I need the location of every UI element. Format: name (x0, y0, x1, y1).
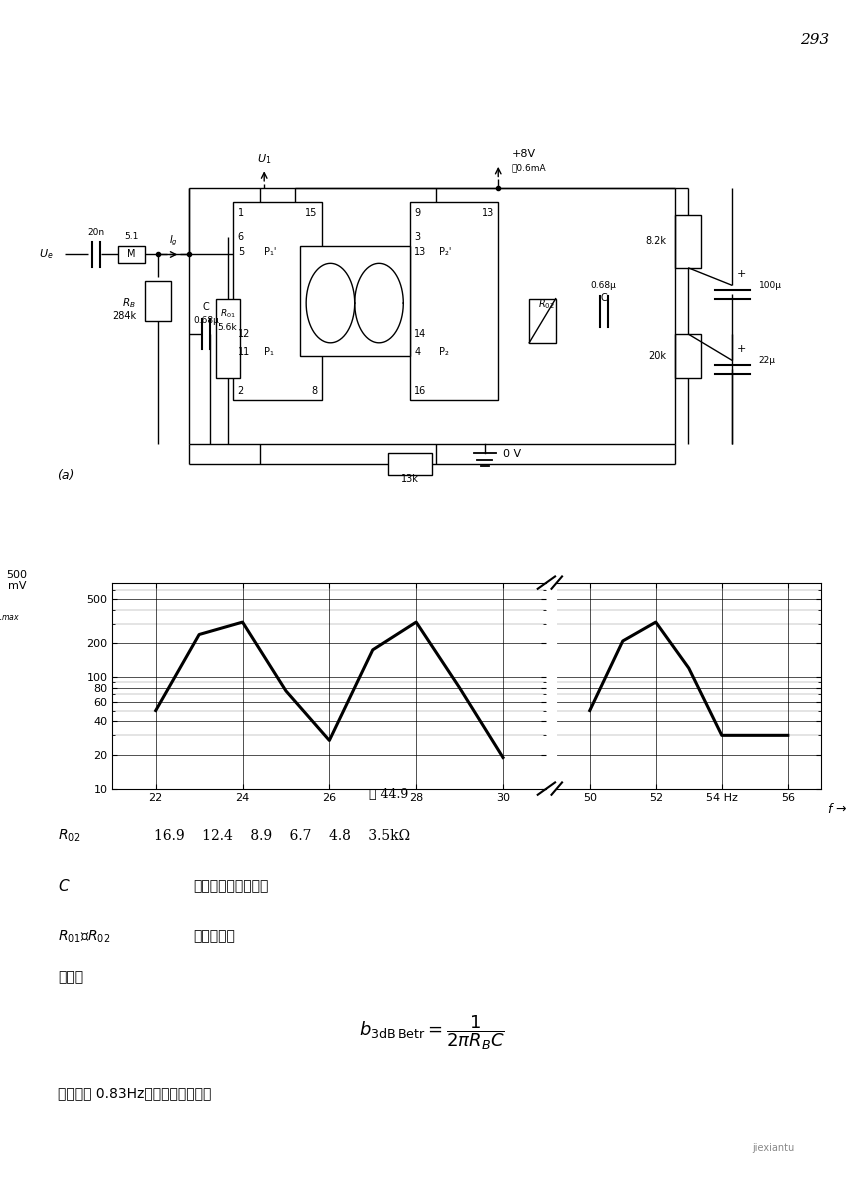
Text: jiexiantu: jiexiantu (753, 1144, 795, 1153)
Text: 500: 500 (6, 571, 28, 580)
Text: 22μ: 22μ (759, 355, 776, 365)
Text: 金属膜电阻: 金属膜电阻 (194, 930, 235, 944)
Text: M: M (128, 250, 136, 259)
Text: 284k: 284k (112, 312, 137, 321)
Bar (410, 201, 499, 400)
Text: 3: 3 (415, 232, 421, 241)
Text: 13: 13 (415, 247, 427, 258)
Text: $f$ →: $f$ → (827, 803, 848, 817)
Text: 100μ: 100μ (759, 281, 782, 290)
Text: 5.6k: 5.6k (218, 322, 238, 332)
Text: $C$: $C$ (59, 878, 71, 895)
Text: 8: 8 (311, 386, 317, 397)
Bar (675, 214, 702, 267)
Text: 2: 2 (238, 386, 244, 397)
Bar (145, 281, 171, 321)
Bar (118, 246, 145, 264)
Text: C: C (600, 293, 607, 302)
Text: $I_g$: $I_g$ (169, 234, 178, 248)
Text: $R_{02}$: $R_{02}$ (538, 298, 556, 311)
Text: 9: 9 (415, 207, 421, 218)
Text: 4: 4 (415, 347, 421, 357)
Text: 1: 1 (238, 207, 244, 218)
Text: 5: 5 (238, 247, 244, 258)
Text: $R_B$: $R_B$ (123, 297, 137, 310)
Text: 11: 11 (238, 347, 250, 357)
Text: $R_{01}$: $R_{01}$ (219, 307, 235, 320)
Text: +: + (737, 345, 746, 354)
Text: 20k: 20k (648, 351, 666, 361)
Text: 12: 12 (238, 330, 250, 339)
Text: 金属化塑料薄膜电容: 金属化塑料薄膜电容 (194, 879, 269, 893)
Text: 13: 13 (481, 207, 494, 218)
Bar (529, 299, 556, 343)
Text: 8.2k: 8.2k (645, 237, 666, 246)
Text: 6: 6 (238, 232, 244, 241)
Text: +8V: +8V (511, 149, 536, 159)
Text: 293: 293 (800, 33, 829, 47)
Bar (675, 334, 702, 378)
Text: 13k: 13k (401, 474, 419, 484)
Text: 0.68μ: 0.68μ (194, 315, 219, 325)
Bar (300, 246, 410, 357)
Text: 图 44.9: 图 44.9 (369, 787, 409, 802)
Text: 0 V: 0 V (503, 448, 521, 459)
Text: P₂': P₂' (439, 247, 451, 258)
Text: 5.1: 5.1 (124, 232, 139, 241)
Text: P₂: P₂ (439, 347, 448, 357)
Text: $U_e$: $U_e$ (39, 247, 54, 261)
Text: $U_1$: $U_1$ (257, 152, 271, 166)
Text: 14: 14 (415, 330, 427, 339)
Text: (a): (a) (57, 468, 74, 481)
Bar (233, 201, 321, 400)
Text: $R_{01}$、$R_{02}$: $R_{01}$、$R_{02}$ (59, 929, 111, 945)
Text: $U_{1max}$: $U_{1max}$ (0, 610, 20, 624)
Text: 20n: 20n (87, 227, 104, 237)
Bar (216, 299, 240, 378)
Text: 约0.6mA: 约0.6mA (511, 164, 546, 173)
Text: 其值约为 0.83Hz，与电阻值无关。: 其值约为 0.83Hz，与电阻值无关。 (59, 1086, 212, 1100)
Text: 16: 16 (415, 386, 427, 397)
Text: P₁: P₁ (264, 347, 274, 357)
Text: 0.68μ: 0.68μ (591, 280, 617, 290)
Bar (388, 453, 432, 476)
Text: P₁': P₁' (264, 247, 276, 258)
Text: +: + (737, 270, 746, 279)
Text: $b_{3\mathrm{dB\,Betr}}=\dfrac{1}{2\pi R_B C}$: $b_{3\mathrm{dB\,Betr}}=\dfrac{1}{2\pi R… (359, 1013, 505, 1052)
Text: C: C (203, 301, 210, 312)
Text: $R_{02}$: $R_{02}$ (59, 827, 81, 844)
Text: mV: mV (8, 580, 26, 591)
Text: 15: 15 (305, 207, 317, 218)
Text: 16.9    12.4    8.9    6.7    4.8    3.5kΩ: 16.9 12.4 8.9 6.7 4.8 3.5kΩ (154, 829, 410, 843)
Text: 带宽为: 带宽为 (59, 970, 84, 984)
